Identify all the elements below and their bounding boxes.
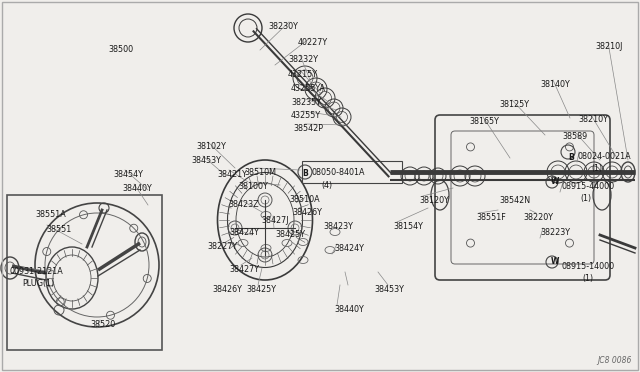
Text: 38125Y: 38125Y — [499, 100, 529, 109]
Text: 38220Y: 38220Y — [523, 213, 553, 222]
Text: 38426Y: 38426Y — [212, 285, 242, 294]
Text: 43255YA: 43255YA — [291, 84, 326, 93]
Text: 38210J: 38210J — [595, 42, 622, 51]
Text: 38165Y: 38165Y — [469, 117, 499, 126]
Text: 38210Y: 38210Y — [578, 115, 608, 124]
Text: 38230Y: 38230Y — [268, 22, 298, 31]
Text: 38425Y: 38425Y — [275, 230, 305, 239]
Text: 38425Y: 38425Y — [246, 285, 276, 294]
Text: PLUG(1): PLUG(1) — [22, 279, 54, 288]
Text: 38100Y: 38100Y — [238, 182, 268, 191]
Text: (1): (1) — [580, 194, 591, 203]
Text: 38453Y: 38453Y — [191, 156, 221, 165]
Text: 38551F: 38551F — [476, 213, 506, 222]
Text: (1): (1) — [582, 274, 593, 283]
Text: W: W — [551, 176, 559, 186]
Text: 38500: 38500 — [108, 45, 133, 54]
Text: 38440Y: 38440Y — [122, 184, 152, 193]
Text: 38427Y: 38427Y — [229, 265, 259, 274]
Text: 38423Z: 38423Z — [228, 200, 259, 209]
Text: (4): (4) — [321, 181, 332, 190]
Text: 38542N: 38542N — [499, 196, 530, 205]
Text: B: B — [568, 153, 574, 161]
Text: 38421Y: 38421Y — [217, 170, 247, 179]
Text: 43215Y: 43215Y — [288, 70, 318, 79]
Text: 38427J: 38427J — [261, 216, 289, 225]
Text: 08915-44000: 08915-44000 — [561, 182, 614, 191]
Text: B: B — [302, 169, 308, 177]
Text: 38424Y: 38424Y — [334, 244, 364, 253]
Text: 00931-2121A: 00931-2121A — [10, 267, 64, 276]
Text: 38589: 38589 — [562, 132, 588, 141]
Text: 38223Y: 38223Y — [540, 228, 570, 237]
Text: 38423Y: 38423Y — [323, 222, 353, 231]
Text: 38510M: 38510M — [244, 168, 276, 177]
Text: 38551A: 38551A — [35, 210, 66, 219]
Text: 38232Y: 38232Y — [288, 55, 318, 64]
Text: 38120Y: 38120Y — [419, 196, 449, 205]
Text: 38227Y: 38227Y — [207, 242, 237, 251]
Text: 38453Y: 38453Y — [374, 285, 404, 294]
Text: 43255Y: 43255Y — [291, 111, 321, 120]
Text: 38520: 38520 — [90, 320, 115, 329]
Text: 38424Y: 38424Y — [229, 228, 259, 237]
Text: 38140Y: 38140Y — [540, 80, 570, 89]
Text: 38551: 38551 — [46, 225, 71, 234]
Bar — [7, 195, 162, 350]
Text: 38235Y: 38235Y — [291, 98, 321, 107]
Text: 38510A: 38510A — [289, 195, 319, 204]
Text: 38454Y: 38454Y — [113, 170, 143, 179]
Text: 38426Y: 38426Y — [292, 208, 322, 217]
Text: 38154Y: 38154Y — [393, 222, 423, 231]
Text: 08915-14000: 08915-14000 — [562, 262, 615, 271]
Text: JC8 0086: JC8 0086 — [598, 356, 632, 365]
Text: 38440Y: 38440Y — [334, 305, 364, 314]
Text: W: W — [551, 257, 559, 266]
Text: 08024-0021A: 08024-0021A — [577, 152, 630, 161]
Text: (1): (1) — [591, 164, 602, 173]
Text: 38102Y: 38102Y — [196, 142, 226, 151]
Text: 40227Y: 40227Y — [298, 38, 328, 47]
Text: 08050-8401A: 08050-8401A — [311, 168, 365, 177]
Text: 38542P: 38542P — [293, 124, 323, 133]
